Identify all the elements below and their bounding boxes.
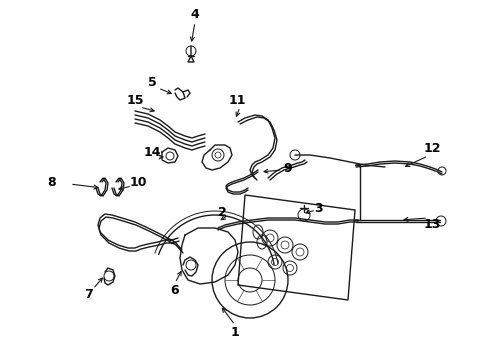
- Text: 13: 13: [423, 219, 441, 231]
- Text: 9: 9: [284, 162, 293, 175]
- Text: 3: 3: [314, 202, 322, 215]
- Text: 2: 2: [218, 206, 226, 219]
- Text: 7: 7: [84, 288, 93, 302]
- Text: 6: 6: [171, 284, 179, 297]
- Text: 8: 8: [48, 176, 56, 189]
- Text: 11: 11: [228, 94, 246, 107]
- Text: 4: 4: [191, 8, 199, 21]
- Text: 1: 1: [231, 325, 240, 338]
- Text: 14: 14: [143, 145, 161, 158]
- Text: 12: 12: [423, 141, 441, 154]
- Text: 10: 10: [129, 176, 147, 189]
- Text: 5: 5: [147, 76, 156, 89]
- Text: 15: 15: [126, 94, 144, 107]
